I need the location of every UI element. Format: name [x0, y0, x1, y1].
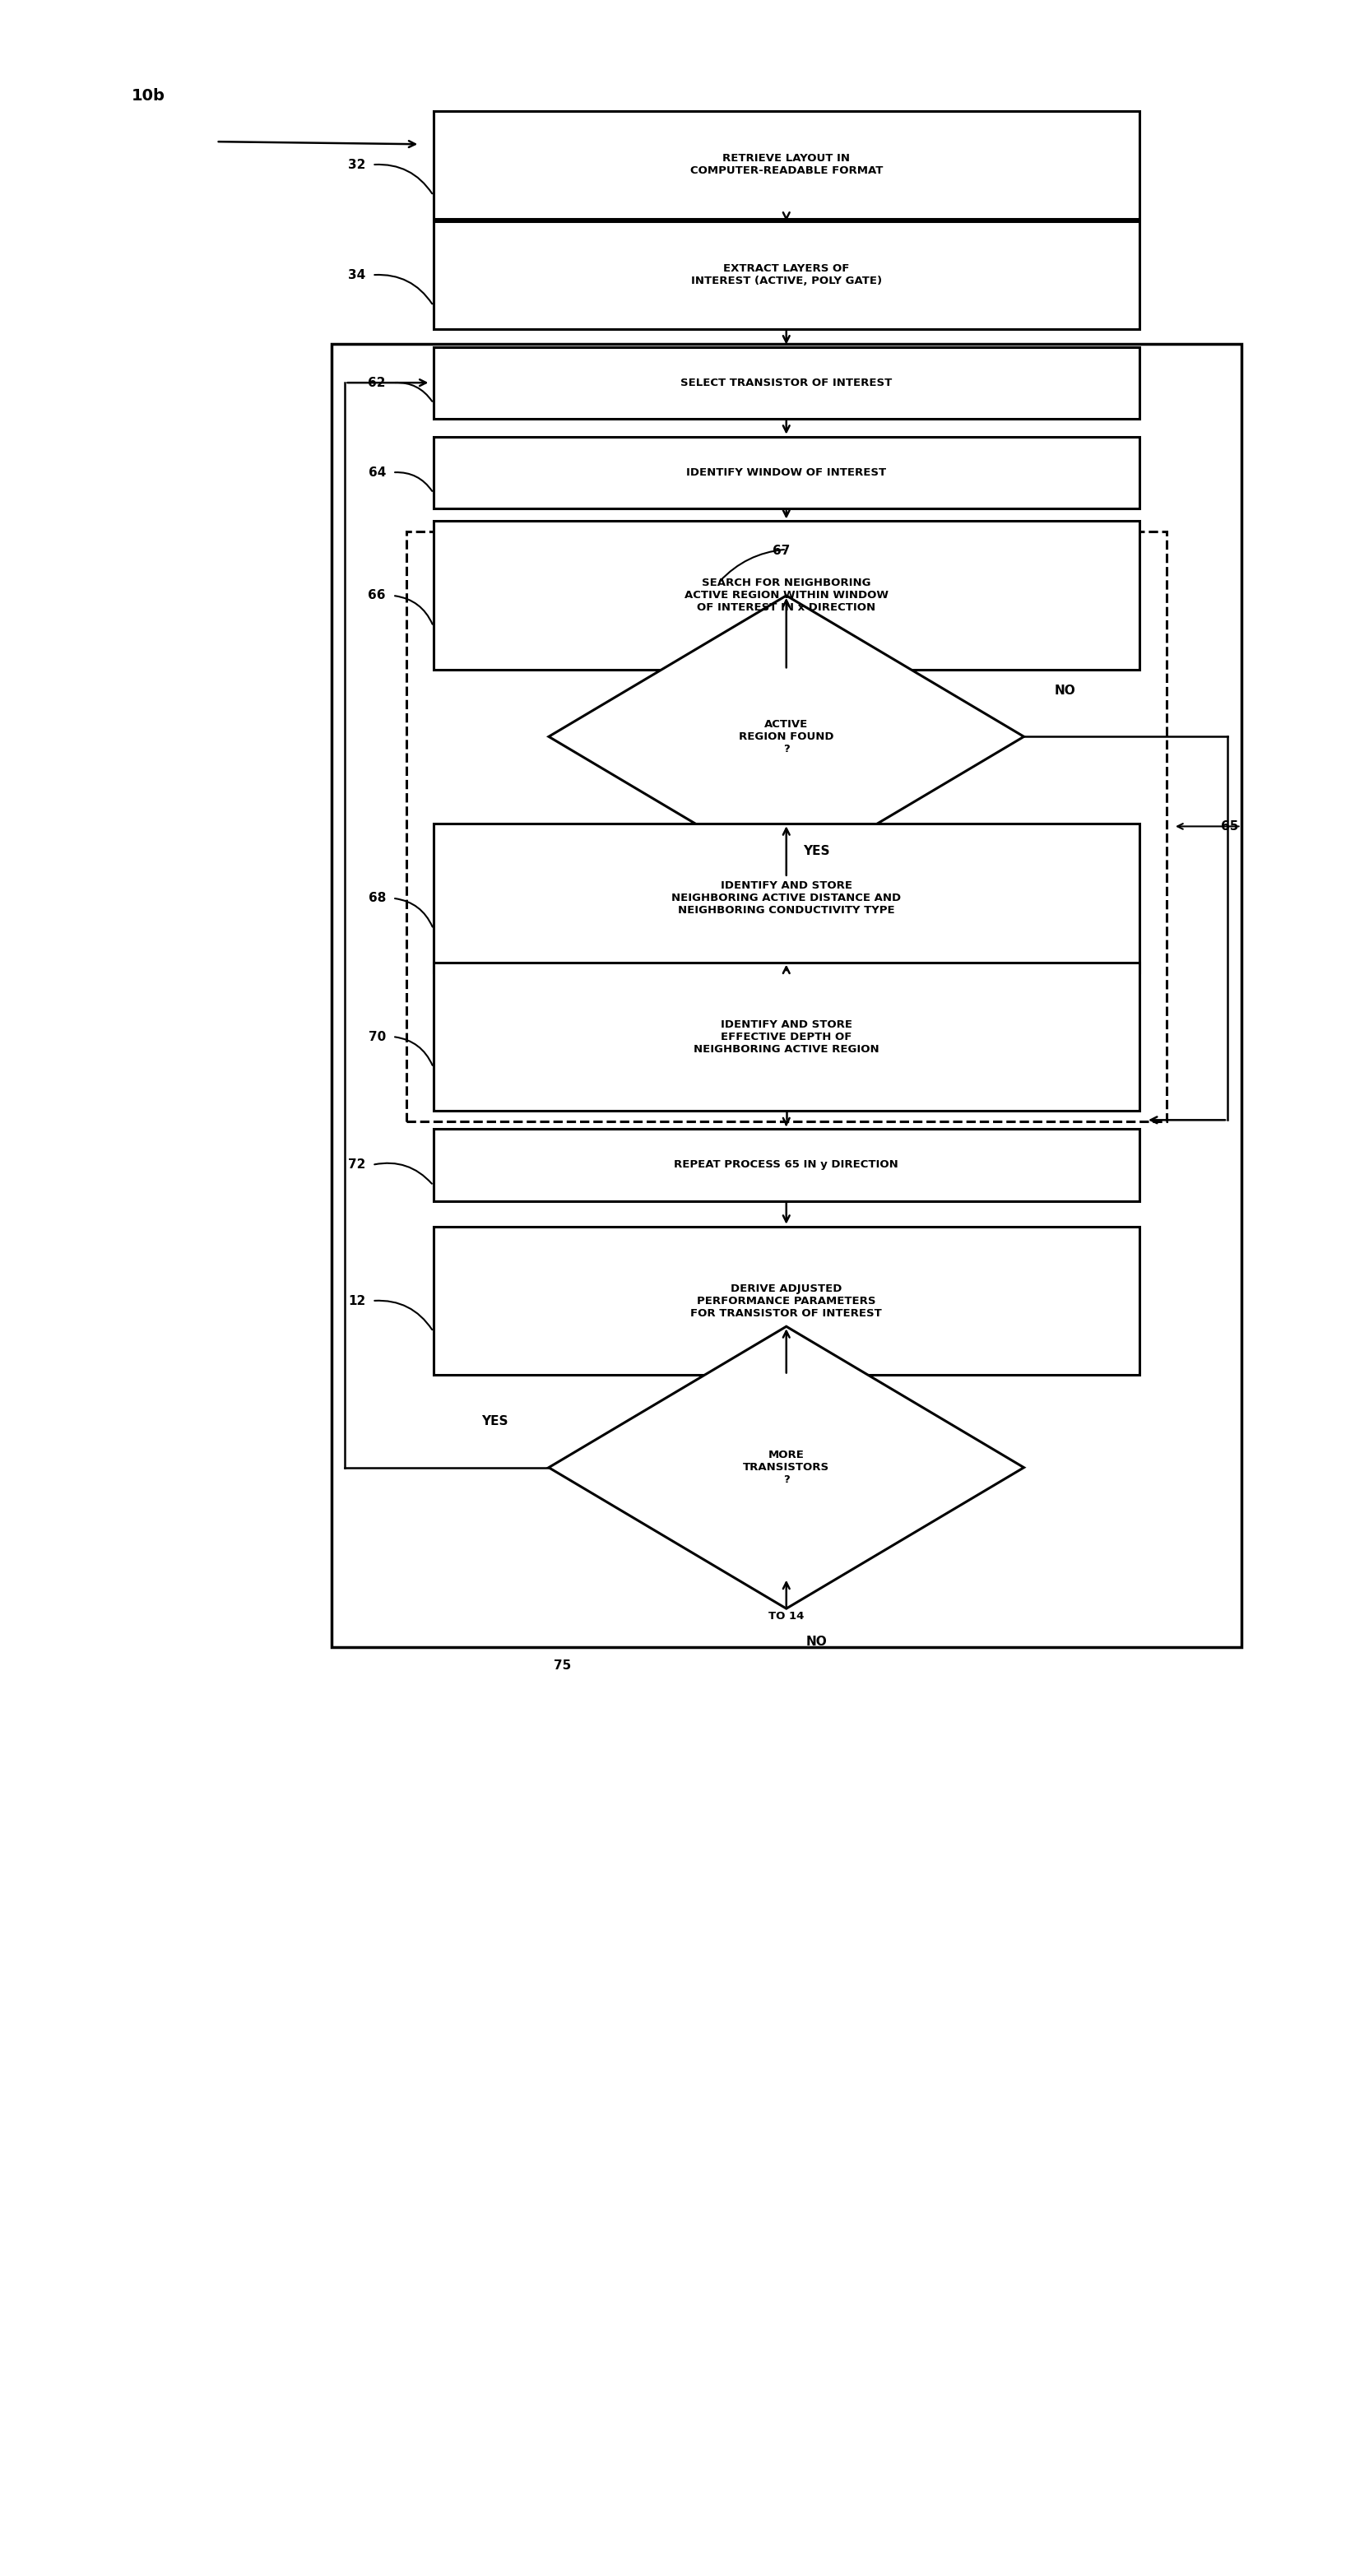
- Text: DERIVE ADJUSTED
PERFORMANCE PARAMETERS
FOR TRANSISTOR OF INTEREST: DERIVE ADJUSTED PERFORMANCE PARAMETERS F…: [690, 1283, 882, 1319]
- Text: 68: 68: [368, 891, 386, 904]
- Text: SEARCH FOR NEIGHBORING
ACTIVE REGION WITHIN WINDOW
OF INTEREST IN x DIRECTION: SEARCH FOR NEIGHBORING ACTIVE REGION WIT…: [684, 577, 888, 613]
- Text: SELECT TRANSISTOR OF INTEREST: SELECT TRANSISTOR OF INTEREST: [680, 376, 893, 389]
- Text: TO 14: TO 14: [768, 1610, 804, 1623]
- Text: REPEAT PROCESS 65 IN y DIRECTION: REPEAT PROCESS 65 IN y DIRECTION: [674, 1159, 898, 1170]
- Text: ACTIVE
REGION FOUND
?: ACTIVE REGION FOUND ?: [739, 719, 834, 755]
- FancyBboxPatch shape: [331, 345, 1242, 1646]
- Text: EXTRACT LAYERS OF
INTEREST (ACTIVE, POLY GATE): EXTRACT LAYERS OF INTEREST (ACTIVE, POLY…: [691, 263, 882, 286]
- Text: RETRIEVE LAYOUT IN
COMPUTER-READABLE FORMAT: RETRIEVE LAYOUT IN COMPUTER-READABLE FOR…: [690, 152, 883, 175]
- Text: IDENTIFY AND STORE
EFFECTIVE DEPTH OF
NEIGHBORING ACTIVE REGION: IDENTIFY AND STORE EFFECTIVE DEPTH OF NE…: [694, 1020, 879, 1054]
- FancyBboxPatch shape: [407, 531, 1166, 1121]
- Text: 64: 64: [368, 466, 386, 479]
- FancyBboxPatch shape: [434, 963, 1139, 1110]
- Text: 32: 32: [348, 160, 366, 170]
- Text: 34: 34: [348, 268, 366, 281]
- Text: YES: YES: [802, 845, 830, 858]
- FancyBboxPatch shape: [434, 1226, 1139, 1376]
- FancyBboxPatch shape: [434, 222, 1139, 330]
- Text: NO: NO: [1054, 685, 1075, 696]
- Text: MORE
TRANSISTORS
?: MORE TRANSISTORS ?: [743, 1450, 830, 1486]
- Text: 10b: 10b: [131, 88, 166, 103]
- Text: 65: 65: [1221, 819, 1239, 832]
- Text: 75: 75: [553, 1659, 571, 1672]
- Text: 66: 66: [368, 590, 386, 603]
- FancyBboxPatch shape: [434, 824, 1139, 974]
- Text: 62: 62: [368, 376, 386, 389]
- Text: 67: 67: [772, 544, 790, 556]
- Text: IDENTIFY WINDOW OF INTEREST: IDENTIFY WINDOW OF INTEREST: [686, 466, 886, 477]
- FancyBboxPatch shape: [434, 348, 1139, 420]
- Polygon shape: [549, 595, 1024, 878]
- FancyBboxPatch shape: [434, 435, 1139, 507]
- FancyBboxPatch shape: [434, 520, 1139, 670]
- Text: NO: NO: [805, 1636, 827, 1649]
- Text: 12: 12: [348, 1296, 366, 1306]
- FancyBboxPatch shape: [434, 111, 1139, 219]
- Text: 72: 72: [348, 1159, 366, 1172]
- Text: IDENTIFY AND STORE
NEIGHBORING ACTIVE DISTANCE AND
NEIGHBORING CONDUCTIVITY TYPE: IDENTIFY AND STORE NEIGHBORING ACTIVE DI…: [672, 881, 901, 917]
- Text: YES: YES: [481, 1414, 508, 1427]
- Text: 70: 70: [368, 1030, 386, 1043]
- Polygon shape: [549, 1327, 1024, 1607]
- FancyBboxPatch shape: [434, 1128, 1139, 1200]
